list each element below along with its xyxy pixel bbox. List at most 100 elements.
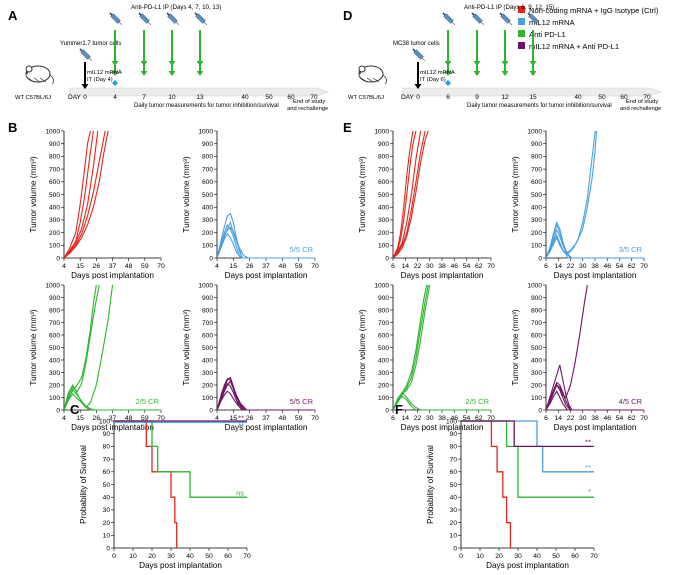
x-tick-label: 4 (215, 415, 219, 422)
day-tick: 6 (446, 94, 450, 101)
x-tick-label: 70 (640, 263, 648, 270)
x-tick-label: 37 (262, 415, 270, 422)
syringe-needle (480, 21, 485, 26)
y-tick-label: 700 (49, 320, 60, 327)
chart-e1: 0 100 200 300 400 500 600 700 800 900 1000 6 14 22 30 3… (358, 128, 495, 280)
y-tick-label: 0 (453, 545, 457, 552)
x-tick-label: 62 (628, 263, 636, 270)
y-tick-label: 800 (378, 307, 389, 314)
x-tick-label: 30 (579, 263, 587, 270)
x-axis-label: Days post implantation (401, 271, 484, 280)
series-line-4 (217, 390, 243, 411)
y-tick-label: 500 (49, 192, 60, 199)
y-tick-label: 900 (49, 295, 60, 302)
day-tick: 12 (501, 94, 509, 101)
x-tick-label: 70 (487, 263, 495, 270)
series-line-2 (461, 420, 594, 498)
x-tick-label: 30 (426, 263, 434, 270)
series-line-1 (114, 420, 178, 548)
end-label: End of study (626, 99, 658, 105)
mouse-stripes (27, 77, 47, 83)
y-tick-label: 700 (378, 320, 389, 327)
day-tick: 50 (265, 94, 273, 101)
x-axis-label: Days post implantation (71, 423, 154, 432)
y-tick-label: 700 (202, 166, 213, 173)
y-tick-label: 900 (202, 295, 213, 302)
day-tick: 70 (643, 94, 651, 101)
y-tick-label: 700 (202, 320, 213, 327)
series-line-4 (393, 391, 491, 411)
x-tick-label: 20 (495, 553, 503, 560)
x-tick-label: 37 (109, 415, 117, 422)
ip-arrow-2-head (444, 61, 452, 66)
x-tick-label: 59 (141, 263, 149, 270)
series-line-5 (393, 395, 417, 411)
x-tick-label: 40 (186, 553, 194, 560)
ip-syringe (109, 12, 123, 26)
syringe-plunger (499, 12, 503, 16)
series-line-5 (217, 220, 315, 259)
y-tick-label: 900 (378, 141, 389, 148)
x-tick-label: 30 (426, 415, 434, 422)
y-tick-label: 30 (450, 507, 458, 514)
timeline-a: WT C57BL/6J DAY 0 4 7 10 13 40 50 60 70 Yummer1.7 t… (15, 4, 329, 112)
y-tick-label: 200 (49, 230, 60, 237)
syringe-barrel (110, 13, 121, 24)
panel-letter-e: E (343, 120, 352, 135)
y-tick-label: 0 (56, 255, 60, 262)
x-tick-label: 30 (514, 553, 522, 560)
mouse-ear (358, 65, 366, 73)
x-tick-label: 60 (224, 553, 232, 560)
y-axis-label: Tumor volume (mm³) (358, 309, 367, 385)
series-line-5 (64, 389, 96, 411)
y-tick-label: 700 (378, 166, 389, 173)
x-axis-label: Days post implantation (486, 561, 569, 570)
series-line-1 (393, 130, 414, 259)
mouse-eye (359, 72, 361, 74)
cr-label: 2/5 CR (466, 397, 490, 406)
y-tick-label: 900 (378, 295, 389, 302)
y-tick-label: 600 (378, 179, 389, 186)
day-tick: 40 (574, 94, 582, 101)
y-tick-label: 400 (49, 205, 60, 212)
y-tick-label: 200 (531, 230, 542, 237)
y-tick-label: 1000 (374, 128, 389, 135)
x-tick-label: 0 (112, 553, 116, 560)
syringe-plunger (194, 12, 198, 16)
series-line-5 (64, 130, 109, 259)
y-tick-label: 100 (49, 395, 60, 402)
syringe-needle (203, 21, 208, 26)
ip-arrow-2-head (168, 61, 176, 66)
y-tick-label: 10 (103, 533, 111, 540)
x-tick-label: 54 (616, 263, 624, 270)
x-tick-label: 54 (463, 415, 471, 422)
series-line-3 (546, 130, 596, 259)
ip-arrow-head (111, 71, 119, 76)
series-line-4 (461, 420, 594, 448)
day-tick: 15 (529, 94, 537, 101)
y-tick-label: 40 (450, 495, 458, 502)
x-tick-label: 70 (487, 415, 495, 422)
y-tick-label: 100 (49, 243, 60, 250)
legend: Non-coding mRNA + IgG Isotype (Ctrl) mIL1… (518, 6, 659, 51)
end-label-2: and rechallenge (620, 106, 661, 112)
y-tick-label: 60 (103, 469, 111, 476)
x-tick-label: 26 (93, 263, 101, 270)
ip-arrow-head (140, 71, 148, 76)
y-tick-label: 0 (538, 407, 542, 414)
y-tick-label: 80 (450, 444, 458, 451)
mouse-tail (382, 74, 387, 85)
y-tick-label: 100 (202, 395, 213, 402)
ip-arrow-2-head (140, 61, 148, 66)
syringe-barrel (472, 13, 483, 24)
y-tick-label: 400 (202, 205, 213, 212)
day-tick: 4 (113, 94, 117, 101)
series-line-1 (64, 130, 94, 259)
syringe-plunger (109, 12, 113, 16)
cells-label: MC38 tumor cells (393, 41, 440, 47)
day-tick: 7 (142, 94, 146, 101)
x-tick-label: 48 (125, 415, 133, 422)
series-line-2 (64, 130, 91, 259)
mouse-eye (26, 72, 28, 74)
y-tick-label: 200 (378, 382, 389, 389)
